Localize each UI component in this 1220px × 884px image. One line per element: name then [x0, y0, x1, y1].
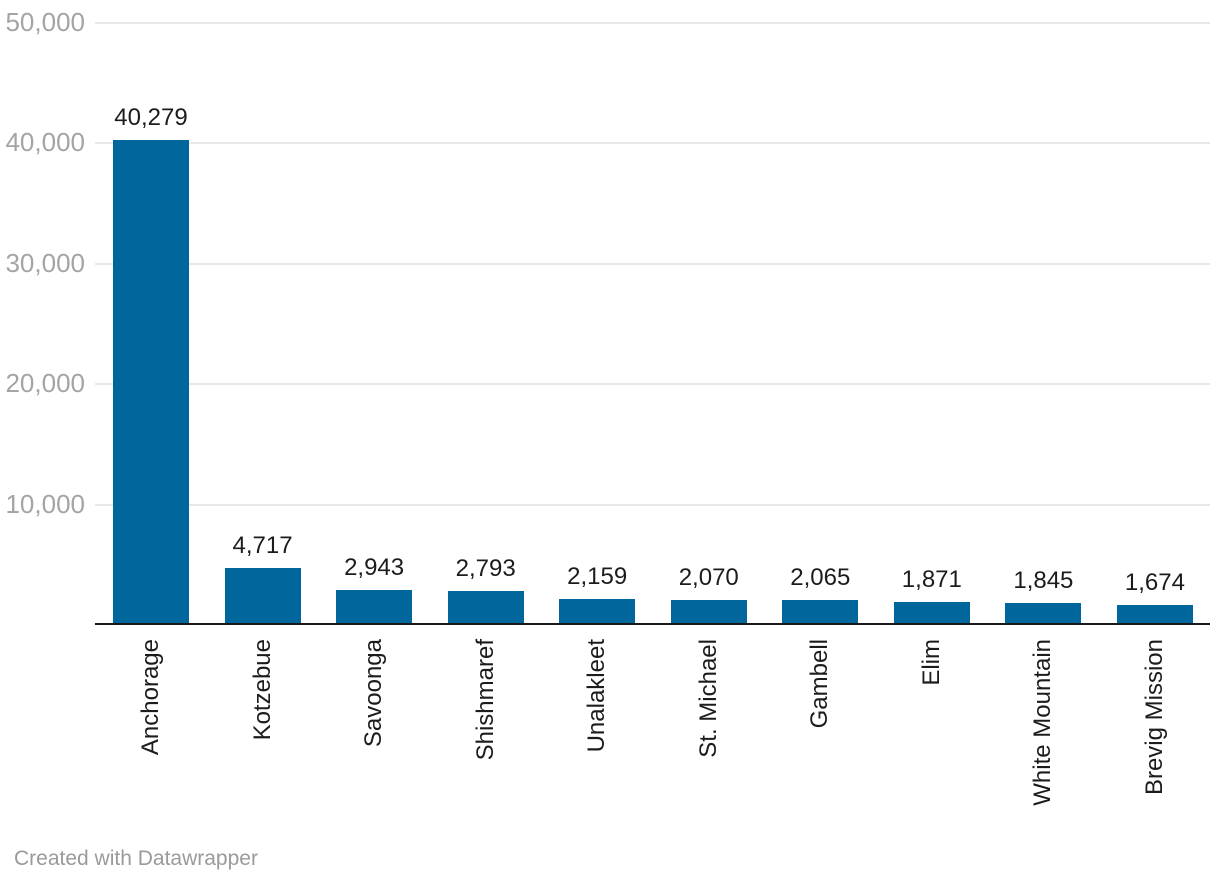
bars: 40,279 4,717 2,943 2,793 2,159 2,070 2,065 1,87…	[95, 23, 1210, 625]
bar-shishmaref: 2,793	[447, 555, 524, 625]
bar-st-michael: 2,070	[670, 564, 747, 625]
value-label: 2,793	[455, 555, 516, 583]
x-axis-line	[95, 623, 1210, 625]
x-label-cell: Savoonga	[336, 639, 412, 839]
gridline	[95, 383, 1210, 386]
value-label: 1,674	[1124, 568, 1185, 596]
value-label: 2,070	[678, 564, 739, 592]
gridline	[95, 22, 1210, 24]
credit-text: Created with Datawrapper	[14, 847, 258, 870]
bar-anchorage: 40,279	[113, 104, 189, 625]
gridline	[95, 503, 1210, 506]
x-label-cell: St. Michael	[671, 639, 747, 839]
value-label: 2,159	[567, 563, 628, 591]
value-label: 2,943	[344, 553, 405, 581]
x-category-label: Unalakleet	[583, 639, 611, 753]
x-label-cell: White Mountain	[1005, 639, 1081, 839]
gridline	[95, 262, 1210, 265]
x-label-cell: Unalakleet	[559, 639, 635, 839]
bar-savoonga: 2,943	[336, 554, 413, 625]
x-label-cell: Elim	[894, 639, 970, 839]
x-category-label: Savoonga	[360, 639, 388, 748]
bar-kotzebue: 4,717	[224, 532, 301, 625]
value-label: 40,279	[114, 104, 188, 132]
y-tick-label: 50,000	[5, 7, 85, 37]
x-label-cell: Anchorage	[113, 639, 189, 839]
x-category-label: Kotzebue	[248, 639, 276, 741]
x-label-cell: Shishmaref	[448, 639, 524, 839]
bar-elim: 1,871	[893, 566, 970, 625]
x-category-label: Elim	[917, 639, 945, 686]
bar-white-mountain: 1,845	[1005, 567, 1082, 625]
x-category-label: Shishmaref	[471, 639, 499, 761]
bar-gambell: 2,065	[782, 564, 859, 625]
x-category-label: Anchorage	[137, 639, 164, 756]
y-tick-label: 40,000	[5, 127, 85, 158]
footer: Created with Datawrapper	[14, 846, 258, 872]
x-category-label: St. Michael	[694, 639, 722, 758]
x-label-cell: Brevig Mission	[1117, 639, 1193, 839]
value-label: 2,065	[790, 564, 851, 592]
value-label: 1,871	[901, 566, 962, 594]
x-label-cell: Kotzebue	[225, 639, 301, 839]
value-label: 4,717	[232, 532, 293, 560]
x-label-cell: Gambell	[782, 639, 858, 839]
y-tick-label: 30,000	[5, 247, 85, 278]
bar-brevig-mission: 1,674	[1116, 569, 1193, 625]
x-category-label: Brevig Mission	[1140, 639, 1168, 796]
x-category-label: Gambell	[806, 639, 834, 729]
plot-area	[95, 22, 1210, 625]
bar-unalakleet: 2,159	[559, 563, 636, 625]
x-axis-labels: Anchorage Kotzebue Savoonga Shishmaref Unala…	[95, 639, 1210, 839]
y-tick-label: 20,000	[5, 368, 85, 399]
x-category-label: White Mountain	[1029, 639, 1057, 806]
y-tick-label: 10,000	[5, 488, 85, 519]
gridline	[95, 142, 1210, 145]
value-label: 1,845	[1013, 566, 1074, 594]
